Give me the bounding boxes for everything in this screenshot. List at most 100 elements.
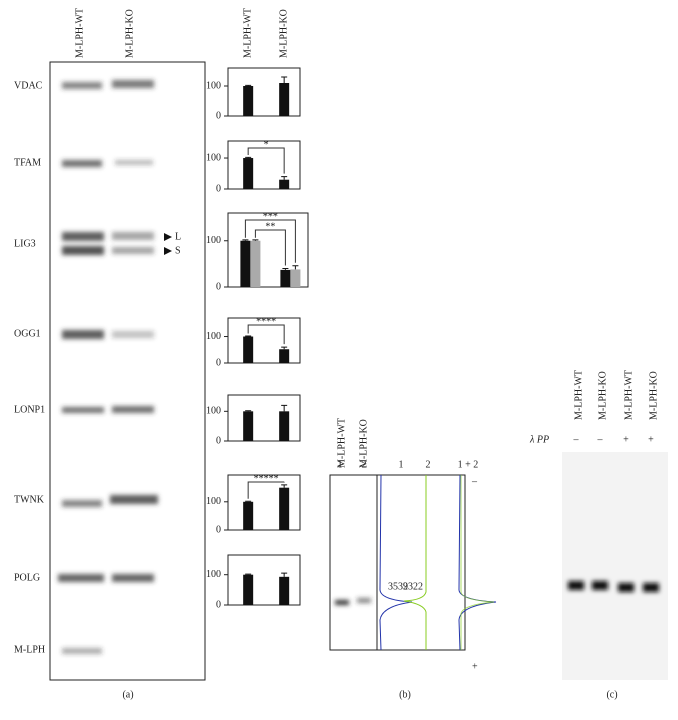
chart-frame — [227, 317, 301, 364]
row-label: M-LPH — [14, 644, 45, 655]
bar — [279, 576, 290, 605]
y-tick-label: 0 — [216, 357, 221, 368]
bar — [279, 411, 290, 441]
chart-frame — [227, 67, 301, 117]
bar — [243, 158, 254, 189]
bar — [279, 349, 290, 363]
error-bar — [281, 176, 288, 180]
error-bar — [252, 239, 259, 241]
caption: (c) — [606, 689, 617, 700]
bar — [240, 240, 251, 287]
bar — [279, 83, 290, 116]
caption: (b) — [399, 689, 411, 700]
error-bar — [242, 239, 249, 241]
y-tick-label: 0 — [216, 599, 221, 610]
bar — [243, 336, 254, 363]
gel-c — [562, 452, 668, 680]
row-label: LIG3 — [14, 238, 36, 249]
trace-header: 1 — [399, 459, 404, 470]
y-tick-label: 100 — [206, 496, 221, 507]
significance-bracket — [247, 324, 285, 345]
trace-header: 2 — [426, 459, 431, 470]
y-tick-label: 0 — [216, 524, 221, 535]
band-arrows — [164, 233, 172, 255]
trace-header: 1 + 2 — [458, 459, 479, 470]
row-label: OGG1 — [14, 328, 41, 339]
significance-bracket — [247, 147, 285, 174]
row-label: LONP1 — [14, 404, 45, 415]
category-label: M-LPH-KO — [278, 9, 289, 58]
arrow-label: L — [175, 231, 181, 242]
significance-bracket — [244, 219, 296, 263]
sign: – — [573, 434, 580, 445]
error-bar — [245, 500, 252, 502]
row-label: POLG — [14, 572, 40, 583]
bar — [243, 86, 254, 116]
sign: + — [623, 434, 629, 445]
lane-label: M-LPH-WT — [336, 418, 347, 468]
trace-1 — [379, 474, 413, 651]
chart-frame — [227, 140, 301, 190]
error-bar — [281, 346, 288, 350]
y-tick-label: 100 — [206, 152, 221, 163]
lane-label: M-LPH-KO — [358, 419, 369, 468]
significance-label: **** — [256, 316, 276, 327]
bar — [243, 411, 254, 441]
significance-bracket — [247, 481, 285, 499]
lane-label: M-LPH-KO — [597, 371, 608, 420]
lane-number: 2 — [362, 459, 367, 470]
y-tick-label: 0 — [216, 110, 221, 121]
chart-frame — [227, 394, 301, 442]
gel-c-bands — [568, 581, 659, 592]
error-bar — [281, 484, 288, 488]
lane-label: M-LPH-WT — [623, 370, 634, 420]
bar — [243, 501, 254, 530]
y-tick-label: 0 — [216, 183, 221, 194]
lane-number: 1 — [338, 459, 343, 470]
error-bar — [245, 84, 252, 86]
peak-value: 3539 — [388, 581, 408, 592]
significance-bracket — [254, 229, 286, 266]
treatment-label: λ PP — [529, 434, 549, 445]
y-tick-label: 100 — [206, 80, 221, 91]
column-label: M-LPH-KO — [124, 9, 135, 58]
bar — [280, 269, 291, 287]
significance-label: * — [264, 139, 269, 150]
arrow-label: S — [175, 245, 181, 256]
chart-frame — [227, 212, 309, 288]
error-bar — [292, 265, 299, 270]
y-tick-label: 100 — [206, 235, 221, 246]
chart-frame — [227, 554, 301, 606]
bar — [243, 574, 254, 605]
error-bar — [281, 76, 288, 83]
blot-bands — [58, 80, 158, 654]
chart-frame — [227, 474, 301, 531]
plus-pole: + — [472, 661, 478, 672]
significance-label: ***** — [254, 473, 279, 484]
significance-label: *** — [263, 211, 278, 222]
trace-frame — [329, 474, 466, 651]
error-bar — [245, 573, 252, 575]
y-tick-label: 0 — [216, 281, 221, 292]
sign: + — [648, 434, 654, 445]
peak-value: 2322 — [403, 581, 423, 592]
lane-label: M-LPH-KO — [648, 371, 659, 420]
bar — [279, 487, 290, 530]
blot-frame — [49, 61, 206, 681]
error-bar — [245, 335, 252, 337]
y-tick-label: 100 — [206, 331, 221, 342]
row-label: VDAC — [14, 80, 43, 91]
error-bar — [281, 404, 288, 412]
row-label: TWNK — [14, 494, 45, 505]
trace-2 — [403, 475, 427, 650]
bar — [290, 269, 301, 287]
y-tick-label: 100 — [206, 569, 221, 580]
trace-3b — [460, 475, 495, 650]
y-tick-label: 100 — [206, 406, 221, 417]
gel-b-bands — [335, 598, 371, 605]
sign: – — [597, 434, 604, 445]
row-label: TFAM — [14, 157, 41, 168]
bar — [250, 240, 261, 287]
bar — [279, 179, 290, 189]
